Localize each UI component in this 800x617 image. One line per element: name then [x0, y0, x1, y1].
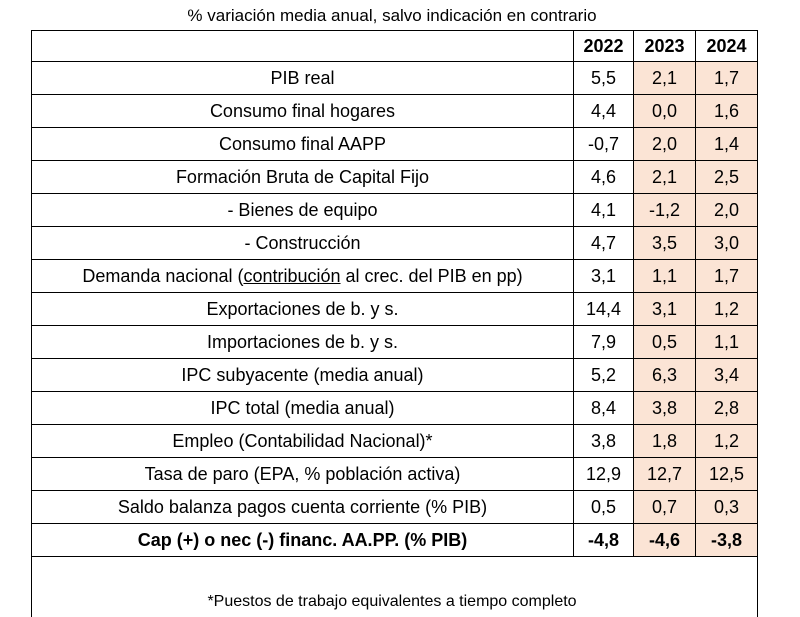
value-cell: 4,6: [573, 160, 634, 194]
forecast-cell: 3,0: [695, 226, 758, 260]
forecast-cell: -4,6: [633, 523, 696, 557]
forecast-cell: 2,0: [695, 193, 758, 227]
table-row: IPC subyacente (media anual) 5,2 6,3 3,4: [31, 358, 758, 392]
row-label: PIB real: [31, 61, 574, 95]
row-label: Exportaciones de b. y s.: [31, 292, 574, 326]
row-label: Formación Bruta de Capital Fijo: [31, 160, 574, 194]
column-header: 2022: [573, 30, 634, 62]
row-label: Cap (+) o nec (-) financ. AA.PP. (% PIB): [31, 523, 574, 557]
table-row: Exportaciones de b. y s. 14,4 3,1 1,2: [31, 292, 758, 326]
forecast-cell: 1,2: [695, 292, 758, 326]
table-row: Cap (+) o nec (-) financ. AA.PP. (% PIB)…: [31, 523, 758, 557]
forecast-cell: 2,8: [695, 391, 758, 425]
forecast-cell: 2,5: [695, 160, 758, 194]
forecast-cell: 1,7: [695, 259, 758, 293]
value-cell: 5,5: [573, 61, 634, 95]
table-row: Empleo (Contabilidad Nacional)* 3,8 1,8 …: [31, 424, 758, 458]
value-cell: -0,7: [573, 127, 634, 161]
row-label-suffix: al crec. del PIB en pp): [340, 265, 523, 286]
forecast-cell: 1,2: [695, 424, 758, 458]
row-label: Consumo final hogares: [31, 94, 574, 128]
forecast-cell: 12,7: [633, 457, 696, 491]
table-row: Importaciones de b. y s. 7,9 0,5 1,1: [31, 325, 758, 359]
value-cell: 0,5: [573, 490, 634, 524]
header-label-cell: [31, 30, 574, 62]
forecast-cell: 3,1: [633, 292, 696, 326]
forecast-cell: 12,5: [695, 457, 758, 491]
forecast-cell: 3,5: [633, 226, 696, 260]
value-cell: 8,4: [573, 391, 634, 425]
footnote: *Puestos de trabajo equivalentes a tiemp…: [207, 593, 577, 610]
value-cell: 4,4: [573, 94, 634, 128]
value-cell: 7,9: [573, 325, 634, 359]
row-label: - Bienes de equipo: [31, 193, 574, 227]
table-row: Formación Bruta de Capital Fijo 4,6 2,1 …: [31, 160, 758, 194]
value-cell: 12,9: [573, 457, 634, 491]
forecast-cell: 1,1: [633, 259, 696, 293]
table-row: PIB real 5,5 2,1 1,7: [31, 61, 758, 95]
header-row: 2022 2023 2024: [31, 30, 758, 62]
value-cell: -4,8: [573, 523, 634, 557]
row-label: IPC total (media anual): [31, 391, 574, 425]
row-label: Tasa de paro (EPA, % población activa): [31, 457, 574, 491]
forecast-cell: 1,6: [695, 94, 758, 128]
value-cell: 3,8: [573, 424, 634, 458]
column-header: 2024: [695, 30, 758, 62]
forecast-cell: 0,3: [695, 490, 758, 524]
row-label-prefix: Demanda nacional (: [82, 265, 244, 286]
value-cell: 5,2: [573, 358, 634, 392]
row-label: Importaciones de b. y s.: [31, 325, 574, 359]
forecast-cell: 3,4: [695, 358, 758, 392]
table-row: Consumo final AAPP -0,7 2,0 1,4: [31, 127, 758, 161]
forecast-cell: 1,4: [695, 127, 758, 161]
forecast-cell: 6,3: [633, 358, 696, 392]
value-cell: 4,1: [573, 193, 634, 227]
table-row: Consumo final hogares 4,4 0,0 1,6: [31, 94, 758, 128]
forecast-cell: 0,5: [633, 325, 696, 359]
forecast-cell: 1,1: [695, 325, 758, 359]
forecast-cell: -1,2: [633, 193, 696, 227]
row-label: - Construcción: [31, 226, 574, 260]
row-label: Demanda nacional (contribución al crec. …: [31, 259, 574, 293]
forecast-cell: 2,0: [633, 127, 696, 161]
footnote-box: [31, 557, 758, 617]
forecast-cell: 0,0: [633, 94, 696, 128]
table-caption: % variación media anual, salvo indicació…: [187, 6, 597, 25]
forecast-cell: -3,8: [695, 523, 758, 557]
table-row: - Bienes de equipo 4,1 -1,2 2,0: [31, 193, 758, 227]
forecast-table: 2022 2023 2024 PIB real 5,5 2,1 1,7 Cons…: [31, 30, 758, 557]
row-label: Consumo final AAPP: [31, 127, 574, 161]
row-label: Saldo balanza pagos cuenta corriente (% …: [31, 490, 574, 524]
table-row: Tasa de paro (EPA, % población activa) 1…: [31, 457, 758, 491]
value-cell: 14,4: [573, 292, 634, 326]
table-row: IPC total (media anual) 8,4 3,8 2,8: [31, 391, 758, 425]
value-cell: 3,1: [573, 259, 634, 293]
forecast-cell: 1,8: [633, 424, 696, 458]
forecast-cell: 1,7: [695, 61, 758, 95]
forecast-cell: 0,7: [633, 490, 696, 524]
forecast-cell: 2,1: [633, 160, 696, 194]
table-row: - Construcción 4,7 3,5 3,0: [31, 226, 758, 260]
table-row: Demanda nacional (contribución al crec. …: [31, 259, 758, 293]
row-label-underlined: contribución: [243, 265, 341, 286]
forecast-cell: 2,1: [633, 61, 696, 95]
table-row: Saldo balanza pagos cuenta corriente (% …: [31, 490, 758, 524]
row-label: IPC subyacente (media anual): [31, 358, 574, 392]
column-header: 2023: [633, 30, 696, 62]
forecast-cell: 3,8: [633, 391, 696, 425]
value-cell: 4,7: [573, 226, 634, 260]
row-label: Empleo (Contabilidad Nacional)*: [31, 424, 574, 458]
